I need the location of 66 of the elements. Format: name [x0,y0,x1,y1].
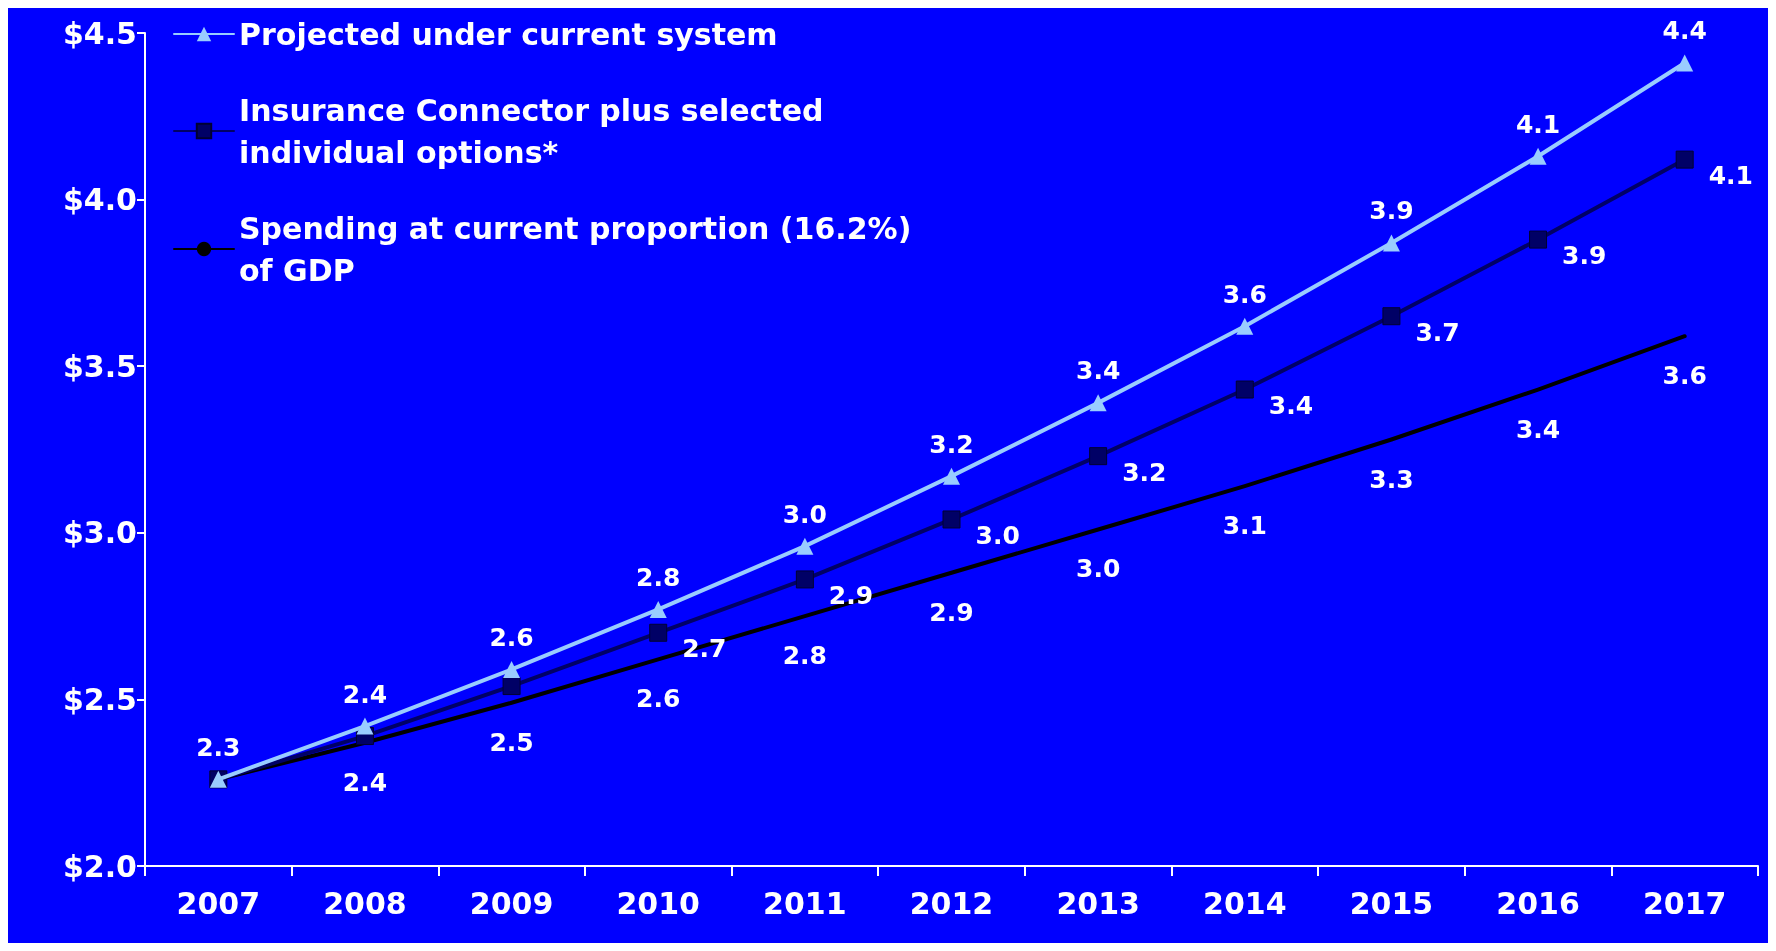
data-label: 4.4 [1662,16,1707,46]
point [1382,234,1400,252]
x-tick-label: 2015 [1349,885,1434,921]
data-label: 3.0 [1075,554,1121,584]
data-label: 3.7 [1415,317,1460,347]
x-tick-label: 2007 [176,885,261,921]
data-label: 4.1 [1515,109,1561,139]
data-label: 3.2 [1122,457,1167,487]
data-label: 3.4 [1268,391,1314,421]
x-tick-label: 2011 [763,885,847,921]
point [1089,394,1107,412]
data-label: 3.4 [1075,356,1121,386]
point [1675,150,1694,169]
x-tick-label: 2009 [469,885,554,921]
y-tick-label: $3.5 [62,348,137,384]
data-label: 3.2 [929,429,974,459]
point [1236,317,1254,335]
point [1382,307,1401,326]
point [1676,54,1694,72]
point [1529,230,1548,249]
point [942,510,961,529]
x-tick-label: 2014 [1203,885,1287,921]
data-label: 3.0 [975,520,1020,550]
data-label: 3.4 [1515,414,1561,444]
point [796,537,814,555]
data-label: 4.1 [1708,161,1753,191]
data-label: 2.6 [489,622,534,652]
legend-label: Projected under current system [239,16,778,52]
x-tick-label: 2008 [323,885,407,921]
point [503,660,521,678]
y-tick-label: $4.0 [62,182,137,218]
data-label: 3.1 [1222,511,1267,541]
data-label: 3.6 [1662,361,1707,391]
data-label: 3.9 [1369,196,1414,226]
y-tick-label: $2.0 [62,848,137,884]
data-label: 3.3 [1369,464,1414,494]
x-tick-label: 2012 [909,885,994,921]
x-tick-label: 2013 [1056,885,1140,921]
point [502,677,521,696]
legend-label: Spending at current proportion (16.2%) of GDP [239,210,922,288]
data-label: 2.3 [196,732,241,762]
point [1235,380,1254,399]
data-label: 2.8 [636,562,681,592]
point [649,623,668,642]
data-label: 2.5 [489,727,534,757]
point [649,600,667,618]
point [795,570,814,589]
y-tick-label: $3.0 [62,515,137,551]
data-label: 2.6 [636,684,681,714]
data-label: 2.9 [929,597,974,627]
data-label: 3.9 [1562,241,1607,271]
y-tick-label: $2.5 [62,681,137,717]
data-label: 3.0 [782,499,828,529]
y-tick-label: $4.5 [62,15,137,51]
point [1089,447,1108,466]
point [356,717,374,735]
x-tick-label: 2016 [1496,885,1580,921]
data-label: 2.4 [342,679,388,709]
x-tick-label: 2010 [616,885,700,921]
point [943,467,960,485]
x-tick-label: 2017 [1642,885,1727,921]
data-label: 3.6 [1222,279,1267,309]
data-label: 2.8 [782,641,828,671]
data-label: 2.4 [342,767,388,797]
point [1529,147,1547,165]
legend-label: Insurance Connector plus selected individual options* [239,92,835,170]
